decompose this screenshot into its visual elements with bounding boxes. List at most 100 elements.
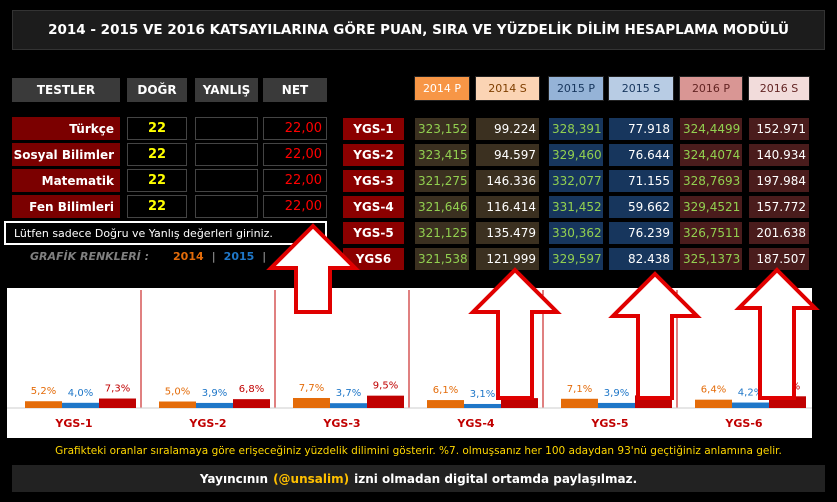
- rank-cell: 116.414: [475, 195, 540, 219]
- score-header: 2015 P: [548, 76, 604, 101]
- rank-cell: 201.638: [748, 221, 810, 245]
- column-header: YANLIŞ: [195, 78, 258, 102]
- points-cell: 323,415: [414, 143, 470, 167]
- value-label: 5,0%: [165, 387, 190, 398]
- score-header: 2015 S: [608, 76, 674, 101]
- legend-year: 2014: [173, 249, 204, 263]
- rank-cell: 146.336: [475, 169, 540, 193]
- value-label: 9,5%: [373, 381, 398, 392]
- row-label: YGS-5: [342, 221, 405, 245]
- bar: [501, 398, 538, 408]
- credit-handle: (@unsalim): [273, 471, 350, 486]
- value-label: 5,2%: [31, 386, 56, 397]
- title-bar: 2014 - 2015 VE 2016 KATSAYILARINA GÖRE P…: [12, 10, 825, 50]
- rank-cell: 76.644: [608, 143, 674, 167]
- row-label: YGS-3: [342, 169, 405, 193]
- value-label: 7,1%: [567, 384, 592, 395]
- points-cell: 321,538: [414, 247, 470, 271]
- points-cell: 329,4521: [679, 195, 743, 219]
- category-label: YGS-4: [456, 417, 494, 430]
- value-label: 3,9%: [604, 388, 629, 399]
- value-label: 6,4%: [701, 385, 726, 396]
- rank-cell: 152.971: [748, 117, 810, 141]
- value-label: 6,8%: [239, 384, 264, 395]
- value-label: 7,7%: [299, 383, 324, 394]
- rank-cell: 140.934: [748, 143, 810, 167]
- bar: [25, 401, 62, 408]
- rank-cell: 99.224: [475, 117, 540, 141]
- score-header: 2014 S: [475, 76, 540, 101]
- value-label: 6,1%: [433, 385, 458, 396]
- value-label: 7,3%: [105, 384, 130, 395]
- value-label: 4,2%: [738, 388, 763, 399]
- rank-cell: 59.662: [608, 195, 674, 219]
- points-cell: 328,7693: [679, 169, 743, 193]
- legend-separator: |: [262, 249, 267, 263]
- points-cell: 330,362: [548, 221, 604, 245]
- bar: [561, 398, 598, 408]
- row-label: YGS-1: [342, 117, 405, 141]
- bar: [732, 402, 769, 408]
- bar: [427, 400, 464, 408]
- category-label: YGS-5: [590, 417, 628, 430]
- rank-cell: 77.918: [608, 117, 674, 141]
- notice: Lütfen sadece Doğru ve Yanlış değerleri …: [4, 221, 327, 245]
- legend-year: 2015: [223, 249, 255, 263]
- legend-separator: |: [211, 249, 216, 263]
- bar: [695, 399, 732, 408]
- points-cell: 325,1373: [679, 247, 743, 271]
- bar: [769, 396, 806, 408]
- rank-cell: 82.438: [608, 247, 674, 271]
- bar: [233, 399, 270, 408]
- subject-cell: Türkçe: [12, 117, 120, 140]
- bar: [330, 403, 367, 408]
- correct-cell: 22: [127, 117, 187, 140]
- legend: GRAFİK RENKLERİ : 2014 | 2015 |: [30, 248, 330, 264]
- points-cell: 324,4499: [679, 117, 743, 141]
- credit-bar: Yayıncının (@unsalim) izni olmadan digital…: [12, 465, 825, 492]
- subject-cell: Sosyal Bilimler: [12, 143, 120, 166]
- correct-cell: 22: [127, 143, 187, 166]
- bar: [598, 402, 635, 408]
- bar: [99, 398, 136, 408]
- points-cell: 321,275: [414, 169, 470, 193]
- rank-cell: 197.984: [748, 169, 810, 193]
- arrow: [468, 267, 562, 400]
- correct-cell: 22: [127, 169, 187, 192]
- score-header: 2016 P: [679, 76, 743, 101]
- value-label: 3,7%: [336, 388, 361, 399]
- credit-suffix: izni olmadan digital ortamda paylaşılmaz…: [354, 471, 638, 486]
- points-cell: 329,597: [548, 247, 604, 271]
- bar: [196, 402, 233, 408]
- correct-cell: 22: [127, 195, 187, 218]
- score-header: 2016 S: [748, 76, 810, 101]
- value-label: 3,1%: [470, 389, 495, 400]
- rank-cell: 157.772: [748, 195, 810, 219]
- score-header: 2014 P: [414, 76, 470, 101]
- points-cell: 324,4074: [679, 143, 743, 167]
- rank-cell: 135.479: [475, 221, 540, 245]
- points-cell: 329,460: [548, 143, 604, 167]
- points-cell: 328,391: [548, 117, 604, 141]
- net-cell: 22,00: [263, 195, 327, 218]
- arrows: [266, 223, 820, 400]
- points-cell: 323,152: [414, 117, 470, 141]
- net-cell: 22,00: [263, 143, 327, 166]
- net-cell: 22,00: [263, 169, 327, 192]
- points-cell: 332,077: [548, 169, 604, 193]
- wrong-cell: [195, 195, 258, 218]
- bar: [464, 403, 501, 408]
- footer-note: Grafikteki oranlar sıralamaya göre erişe…: [55, 445, 782, 457]
- column-header: DOĞR: [127, 78, 187, 102]
- rank-cell: 121.999: [475, 247, 540, 271]
- rank-cell: 71.155: [608, 169, 674, 193]
- value-label: 3,9%: [202, 388, 227, 399]
- value-label: 4,0%: [68, 388, 93, 399]
- points-cell: 321,646: [414, 195, 470, 219]
- bar: [293, 397, 330, 408]
- net-cell: 22,00: [263, 117, 327, 140]
- row-label: YGS-4: [342, 195, 405, 219]
- bar: [159, 401, 196, 408]
